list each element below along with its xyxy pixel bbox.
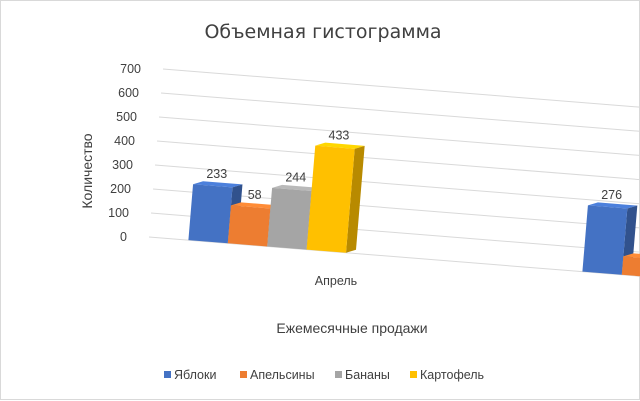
y-axis-label: Количество bbox=[79, 133, 95, 208]
gridline bbox=[162, 68, 640, 108]
gridline bbox=[158, 116, 640, 156]
bar bbox=[306, 142, 365, 253]
y-tick-label: 400 bbox=[114, 134, 135, 148]
data-label: 233 bbox=[206, 167, 227, 181]
gridline bbox=[150, 212, 640, 253]
gridline bbox=[156, 140, 640, 181]
legend-swatch bbox=[164, 371, 171, 378]
legend-swatch bbox=[335, 371, 342, 378]
legend: Яблоки Апельсины Бананы Картофель bbox=[164, 368, 484, 382]
gridline bbox=[148, 236, 640, 277]
data-label: 58 bbox=[248, 188, 262, 202]
y-tick-label: 700 bbox=[120, 62, 141, 76]
data-label: 433 bbox=[329, 128, 350, 142]
legend-swatch bbox=[410, 371, 417, 378]
legend-label: Картофель bbox=[420, 368, 484, 382]
x-tick-label: Апрель bbox=[315, 274, 357, 288]
legend-label: Апельсины bbox=[250, 368, 315, 382]
legend-item: Картофель bbox=[410, 368, 484, 382]
bars bbox=[188, 142, 640, 277]
legend-item: Апельсины bbox=[240, 368, 315, 382]
legend-swatch bbox=[240, 371, 247, 378]
y-tick-label: 500 bbox=[116, 110, 137, 124]
gridlines bbox=[148, 68, 640, 277]
y-tick-label: 100 bbox=[108, 206, 129, 220]
gridline bbox=[154, 164, 640, 205]
gridline bbox=[152, 188, 640, 229]
y-tick-label: 0 bbox=[120, 230, 127, 244]
y-axis-ticks: 0 100 200 300 400 500 600 700 bbox=[108, 62, 141, 244]
x-axis-ticks: АпрельМайИюньИюль bbox=[315, 274, 357, 288]
y-tick-label: 300 bbox=[112, 158, 133, 172]
data-label: 276 bbox=[601, 188, 622, 202]
legend-label: Яблоки bbox=[174, 368, 216, 382]
y-tick-label: 200 bbox=[110, 182, 131, 196]
y-tick-label: 600 bbox=[118, 86, 139, 100]
gridline bbox=[160, 92, 640, 132]
data-labels: 2335824443327678950936550566084225950660 bbox=[206, 128, 622, 202]
legend-item: Яблоки bbox=[164, 368, 216, 382]
legend-label: Бананы bbox=[345, 368, 390, 382]
x-axis-label: Ежемесячные продажи bbox=[276, 320, 427, 336]
bar bbox=[621, 253, 640, 277]
chart-title: Объемная гистограмма bbox=[204, 21, 441, 43]
legend-item: Бананы bbox=[335, 368, 390, 382]
data-label: 244 bbox=[285, 170, 306, 184]
